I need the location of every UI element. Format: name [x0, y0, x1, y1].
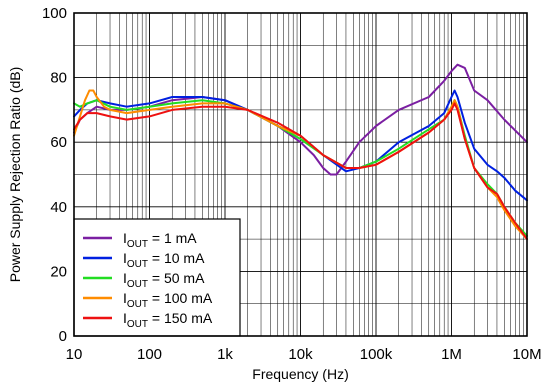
x-tick-label: 1M — [441, 346, 462, 363]
y-axis-title: Power Supply Rejection Ratio (dB) — [7, 67, 23, 283]
x-tick-label: 100k — [360, 346, 393, 363]
y-tick-label: 20 — [50, 263, 67, 280]
legend-label-5: IOUT = 150 mA — [123, 310, 213, 330]
x-tick-label: 1k — [217, 346, 233, 363]
y-tick-label: 0 — [59, 328, 67, 345]
series-lines — [73, 63, 528, 241]
x-tick-label: 100 — [137, 346, 162, 363]
y-tick-label: 40 — [50, 199, 67, 216]
legend-label-1: IOUT = 1 mA — [123, 230, 197, 250]
y-tick-label: 80 — [50, 70, 67, 87]
series-line-5 — [73, 102, 528, 241]
x-tick-label: 10M — [512, 346, 541, 363]
x-tick-label: 10k — [288, 346, 313, 363]
y-tick-label: 100 — [42, 5, 67, 22]
legend-label-4: IOUT = 100 mA — [123, 290, 213, 310]
tick-labels: 10 100 1k 10k 100k 1M 10M 0 20 40 60 80 100 — [42, 5, 542, 363]
plot-frame — [73, 12, 528, 337]
x-tick-label: 10 — [66, 346, 83, 363]
legend-label-3: IOUT = 50 mA — [123, 270, 205, 290]
legend-label-2: IOUT = 10 mA — [123, 250, 205, 270]
y-tick-label: 60 — [50, 134, 67, 151]
series-line-2 — [73, 89, 528, 202]
x-axis-title: Frequency (Hz) — [252, 366, 348, 382]
